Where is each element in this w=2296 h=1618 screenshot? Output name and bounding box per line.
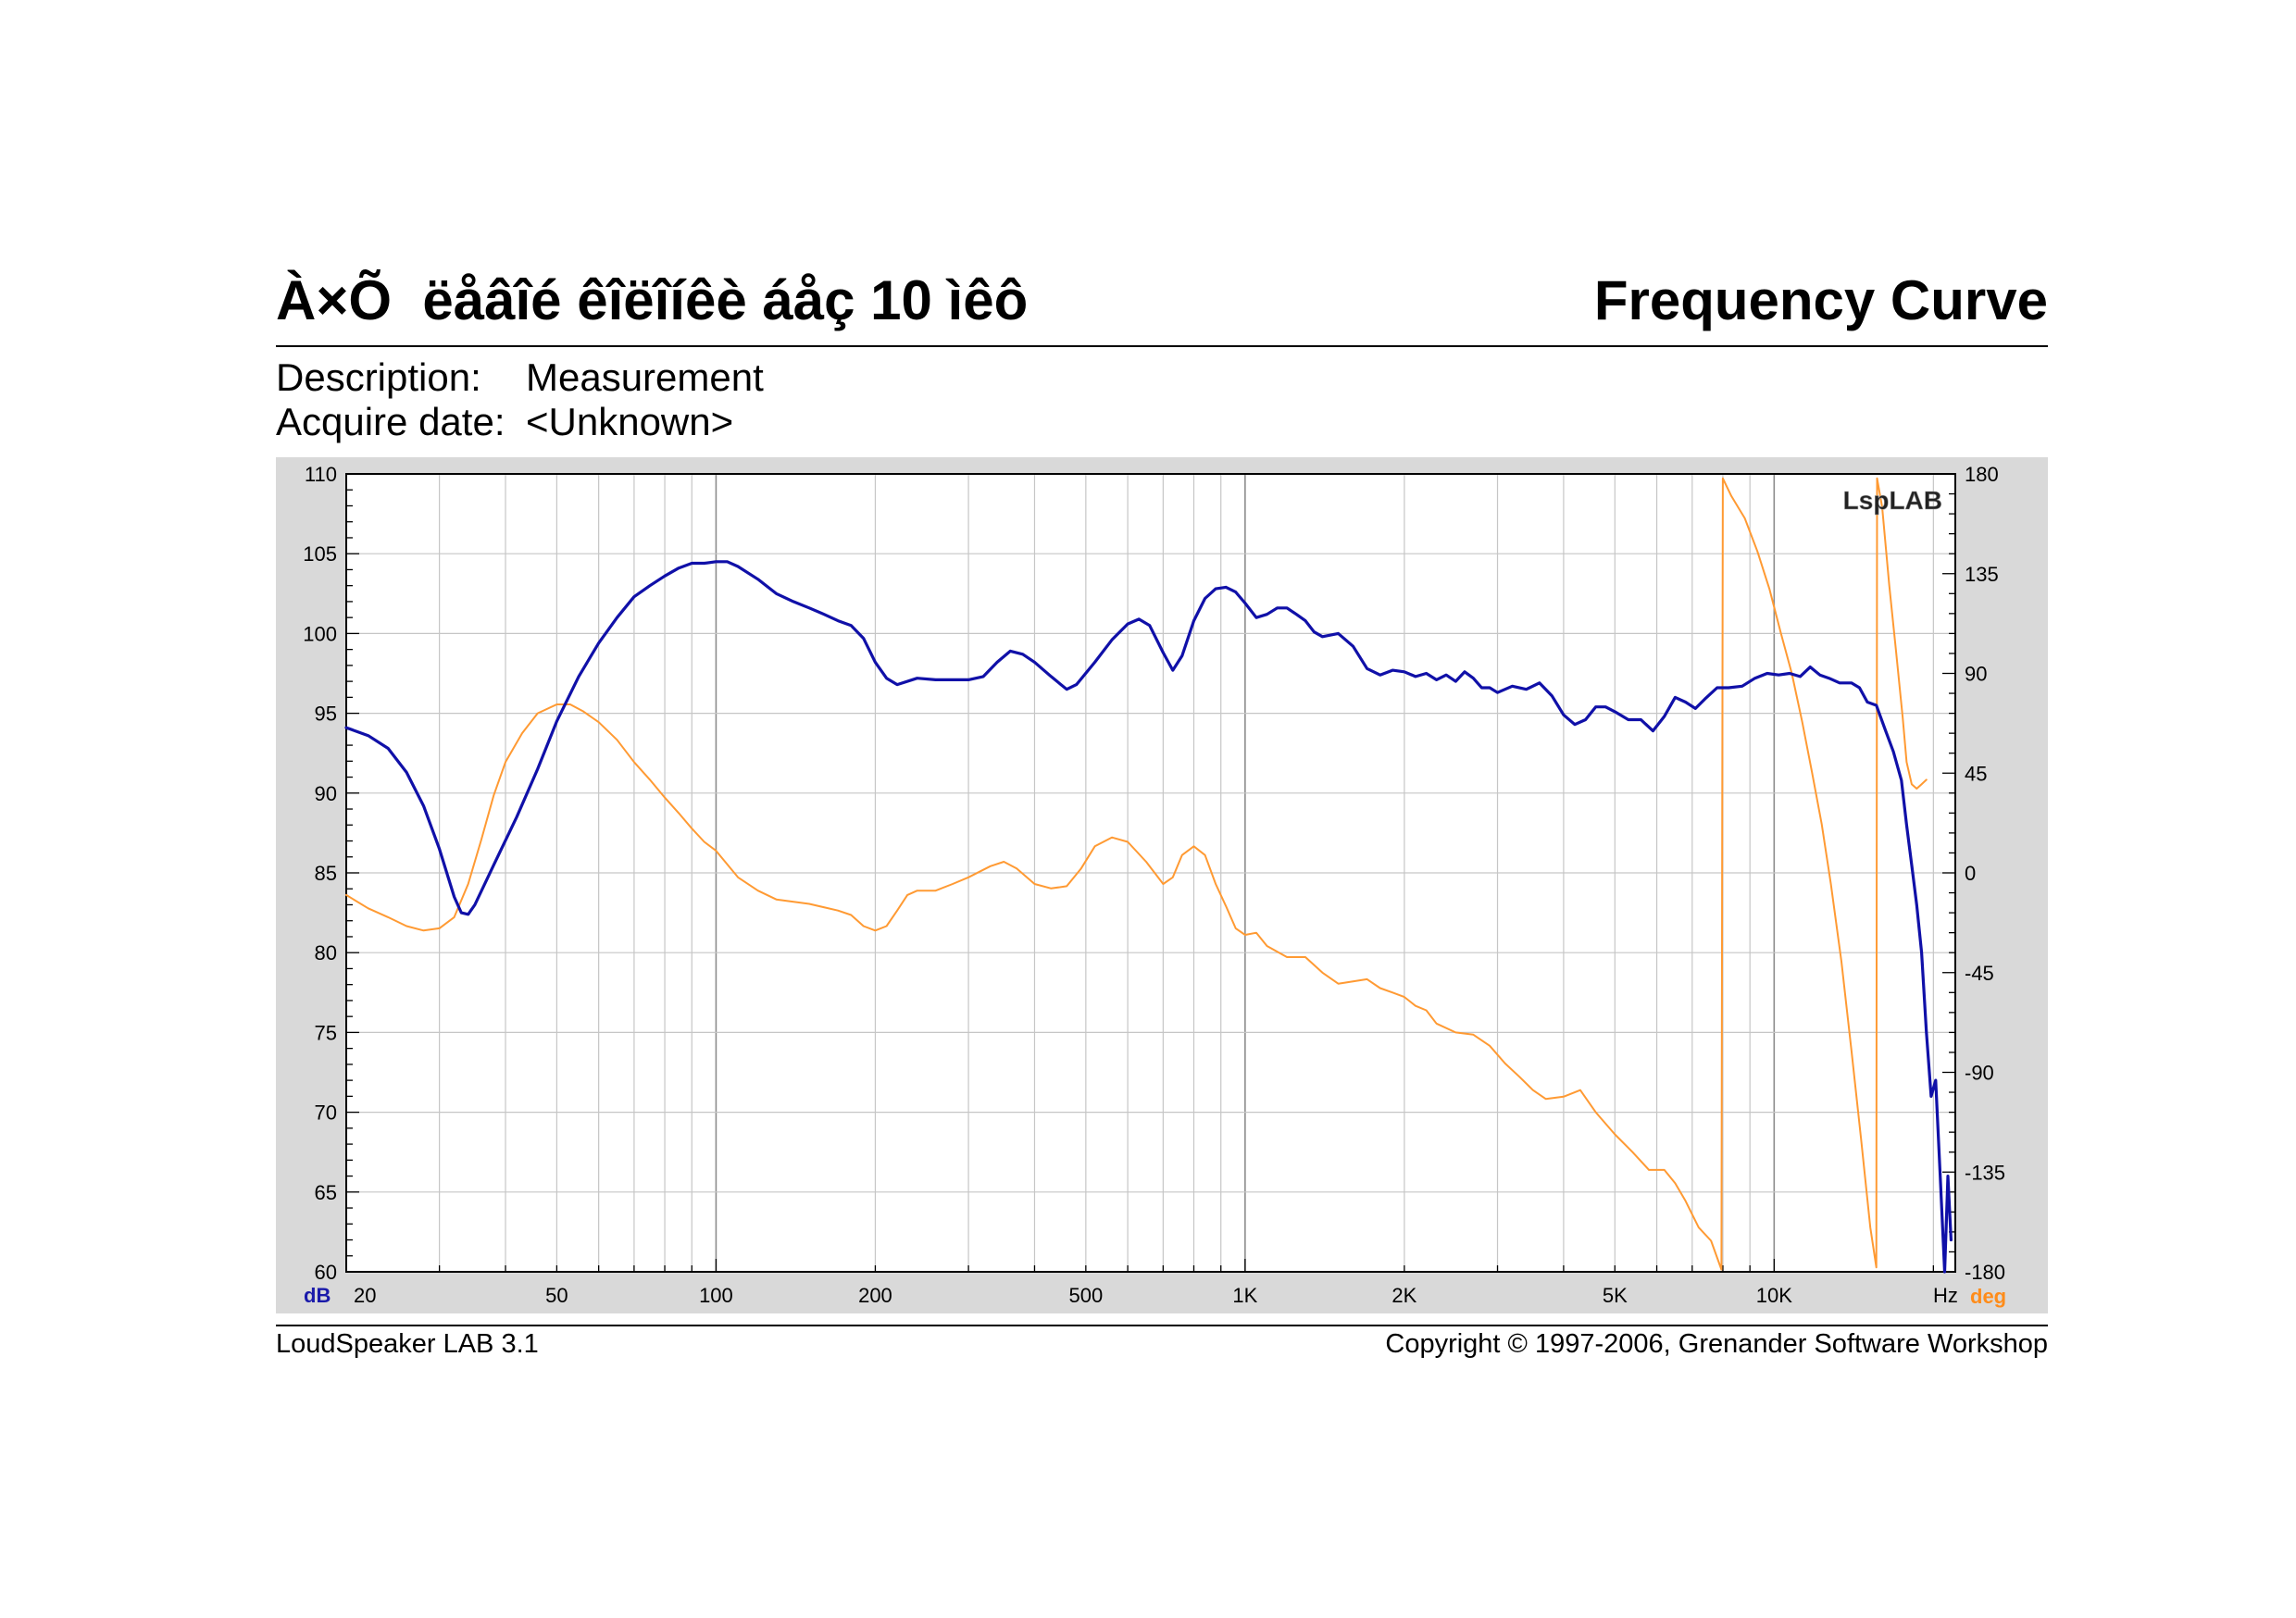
y-right-tick-label: 90: [1965, 663, 1987, 686]
y-left-unit: dB: [304, 1284, 331, 1307]
x-tick-label: 5K: [1603, 1284, 1628, 1307]
y-left-tick-label: 60: [315, 1261, 337, 1284]
phase-deg-line: [345, 477, 1928, 1271]
frequency-chart: 60 65 70 75 80 85 90 95 100 105 110 -180 -135 -90 -45 0…: [276, 457, 2048, 1313]
y-left-tick-label: 110: [305, 463, 337, 486]
y-right-tick-label: -45: [1965, 962, 1994, 985]
chart-title: À×Õ ëåâîé êîëîíêè áåç 10 ìêô: [276, 269, 1029, 331]
x-tick-label: 50: [545, 1284, 568, 1307]
y-left-tick-label: 105: [303, 542, 337, 566]
x-tick-label: 500: [1068, 1284, 1103, 1307]
acquire-date-label: Acquire date:: [276, 400, 505, 443]
x-tick-label: 100: [699, 1284, 733, 1307]
y-left-tick-label: 70: [315, 1101, 337, 1125]
footer-rule: [276, 1325, 2048, 1326]
y-right-tick-label: 45: [1965, 762, 1987, 785]
description-row: Description: Measurement: [276, 355, 764, 400]
y-right-tick-label: -135: [1965, 1161, 2005, 1184]
y-right-tick-label: 0: [1965, 862, 1976, 885]
copyright: Copyright © 1997-2006, Grenander Softwar…: [1385, 1329, 2048, 1359]
y-left-tick-label: 75: [315, 1021, 337, 1044]
y-left-tick-label: 85: [315, 862, 337, 885]
y-right-tick-label: 135: [1965, 563, 1999, 586]
y-left-tick-label: 80: [315, 941, 337, 965]
y-left-tick-label: 100: [303, 622, 337, 645]
acquire-date-row: Acquire date: <Unknown>: [276, 400, 733, 444]
description-label: Description:: [276, 355, 481, 399]
y-left-tick-label: 90: [315, 782, 337, 805]
x-unit: Hz: [1933, 1284, 1958, 1307]
description-value: Measurement: [526, 355, 764, 399]
axis-labels: 60 65 70 75 80 85 90 95 100 105 110 -180 -135 -90 -45 0…: [303, 463, 2006, 1308]
acquire-date-value: <Unknown>: [526, 400, 734, 443]
x-tick-label: 1K: [1232, 1284, 1257, 1307]
header-rule: [276, 345, 2048, 347]
y-right-tick-label: -90: [1965, 1062, 1994, 1085]
x-tick-label: 10K: [1756, 1284, 1792, 1307]
magnitude-db-line: [344, 560, 1953, 1274]
y-left-tick-label: 65: [315, 1181, 337, 1204]
chart-type-title: Frequency Curve: [1593, 269, 2048, 331]
software-name: LoudSpeaker LAB 3.1: [276, 1329, 539, 1359]
y-left-tick-label: 95: [315, 703, 337, 726]
x-tick-label: 200: [858, 1284, 892, 1307]
axes: [345, 473, 1956, 1273]
x-tick-label: 2K: [1391, 1284, 1416, 1307]
lsplab-watermark: LspLAB: [1843, 486, 1942, 515]
y-right-tick-label: 180: [1965, 463, 1999, 486]
y-right-unit: deg: [1970, 1285, 2006, 1308]
x-tick-label: 20: [354, 1284, 376, 1307]
y-right-tick-label: -180: [1965, 1261, 2005, 1284]
series-layer: [344, 477, 1953, 1274]
